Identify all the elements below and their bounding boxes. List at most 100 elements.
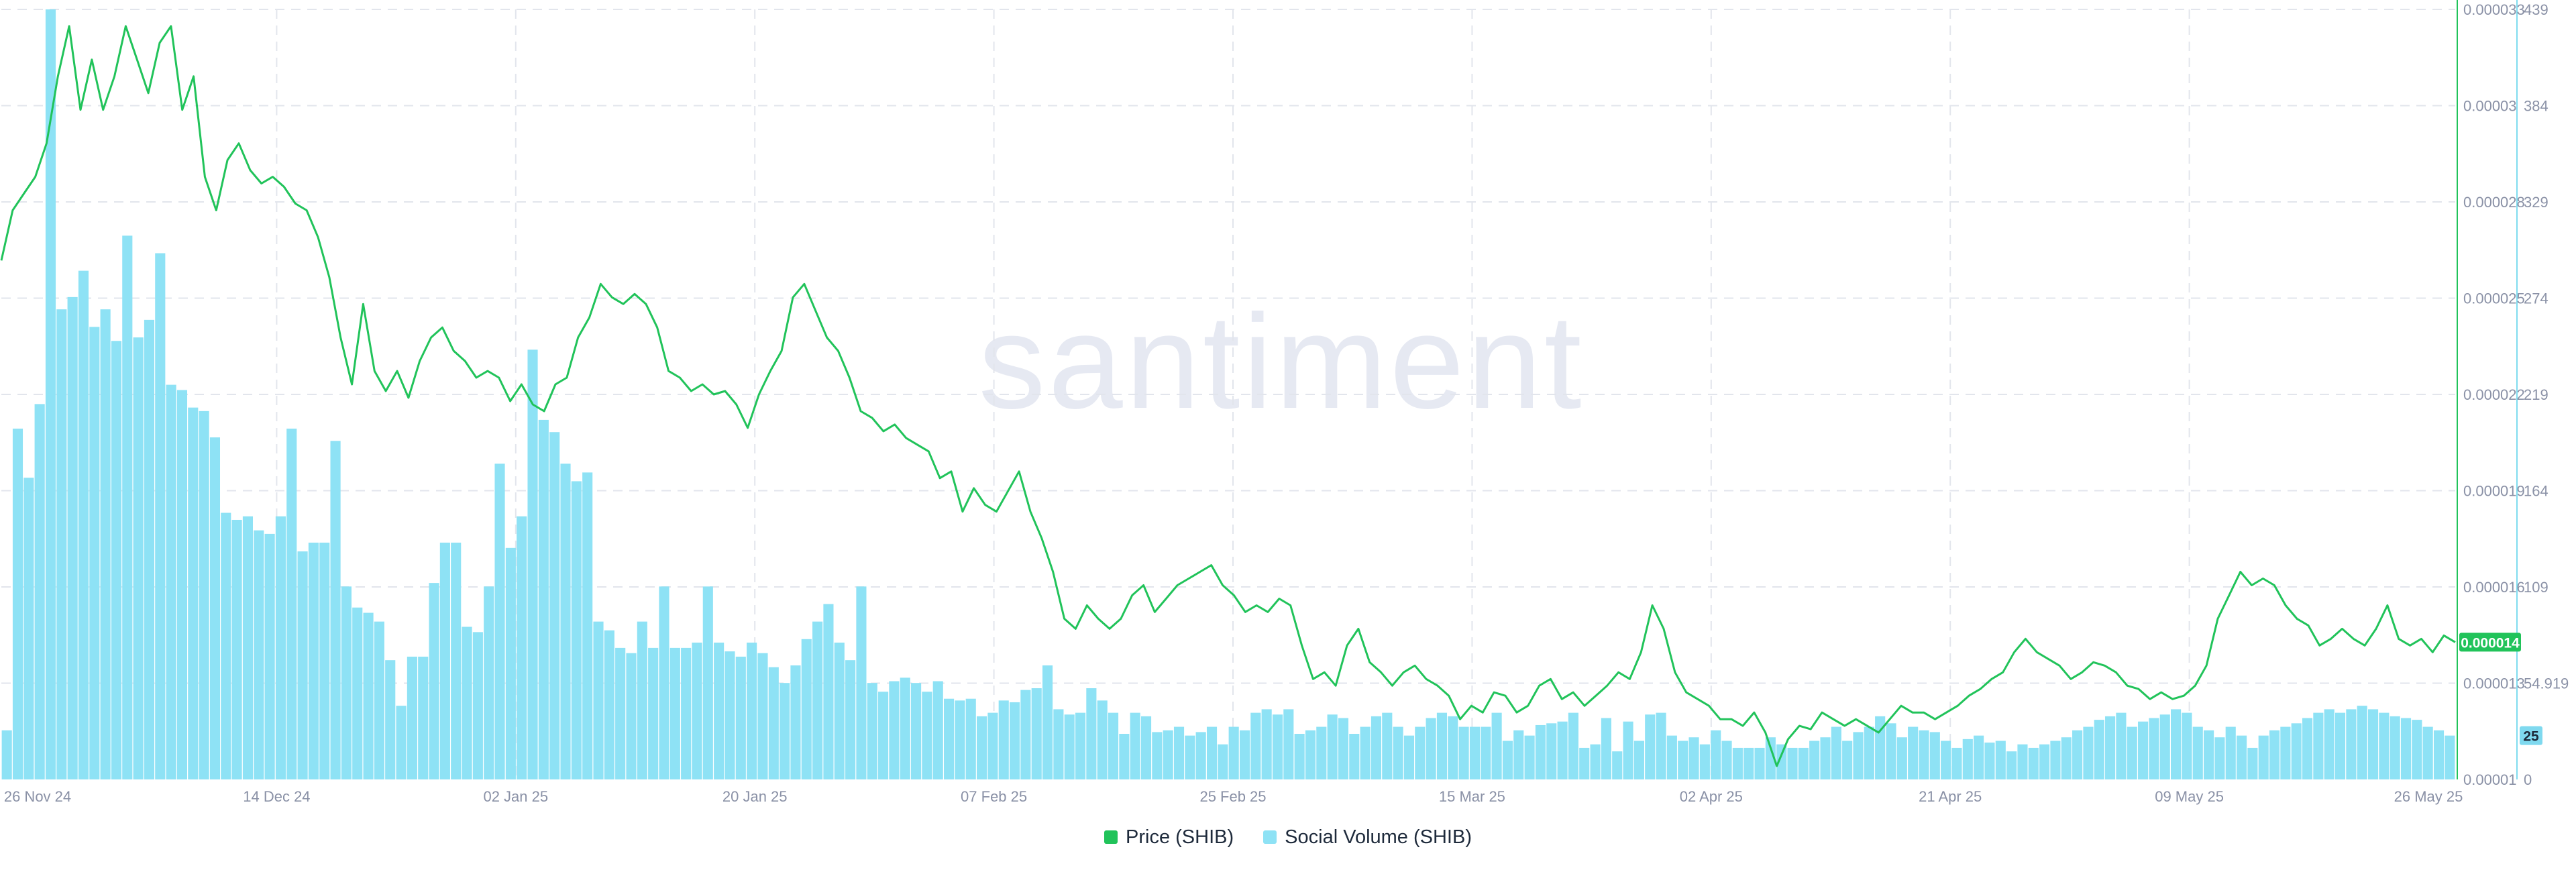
volume-tick-label: 164 bbox=[2524, 483, 2548, 500]
social-volume-bar bbox=[385, 660, 396, 779]
social-volume-bar bbox=[122, 235, 133, 779]
social-volume-bar bbox=[23, 478, 34, 779]
social-volume-bar bbox=[626, 653, 637, 779]
social-volume-bar bbox=[1743, 747, 1754, 779]
price-tick-label: 0.00001 bbox=[2463, 771, 2517, 788]
social-volume-bar bbox=[1338, 718, 1349, 779]
social-volume-bar bbox=[1195, 732, 1206, 779]
social-volume-bar bbox=[593, 621, 604, 779]
social-volume-bar bbox=[1382, 712, 1393, 779]
social-volume-bar bbox=[2094, 720, 2104, 779]
legend-item-social-volume[interactable]: Social Volume (SHIB) bbox=[1263, 826, 1472, 849]
social-volume-bar bbox=[681, 647, 692, 779]
social-volume-bar bbox=[1995, 741, 2006, 779]
social-volume-bar bbox=[571, 481, 582, 779]
price-tick-label: 0.000022 bbox=[2463, 386, 2525, 403]
social-volume-bar bbox=[2422, 726, 2433, 779]
social-volume-bar bbox=[637, 621, 647, 779]
social-volume-bar bbox=[505, 547, 516, 779]
social-volume-bar bbox=[1250, 712, 1261, 779]
social-volume-bar bbox=[2039, 744, 2050, 779]
social-volume-bar bbox=[133, 337, 144, 780]
social-volume-bar bbox=[780, 683, 790, 779]
social-volume-bar bbox=[900, 677, 910, 779]
legend-label-social-volume: Social Volume (SHIB) bbox=[1285, 826, 1472, 848]
social-volume-bar bbox=[1962, 739, 1973, 779]
social-volume-bar bbox=[1481, 726, 1491, 779]
social-volume-bar bbox=[801, 639, 812, 779]
social-volume-bar bbox=[1108, 712, 1119, 779]
social-volume-bar bbox=[297, 551, 308, 779]
social-volume-bar bbox=[319, 542, 330, 779]
social-volume-bar bbox=[1645, 714, 1656, 779]
social-volume-bar bbox=[176, 390, 188, 779]
social-volume-bar bbox=[2072, 730, 2083, 779]
social-volume-bar bbox=[1765, 737, 1776, 779]
volume-tick-label: 0 bbox=[2524, 771, 2532, 788]
volume-tick-label: 109 bbox=[2524, 579, 2548, 596]
social-volume-bar bbox=[812, 621, 823, 779]
social-volume-bar bbox=[1754, 747, 1765, 779]
social-volume-bar bbox=[308, 542, 319, 779]
social-volume-bar bbox=[856, 586, 867, 779]
price-tick-label: 0.000013 bbox=[2463, 675, 2525, 692]
social-volume-bar bbox=[188, 407, 199, 779]
social-volume-bar bbox=[2357, 706, 2367, 779]
social-volume-bar bbox=[2214, 737, 2225, 779]
social-volume-bar bbox=[944, 698, 955, 779]
social-volume-bar bbox=[2269, 730, 2280, 779]
social-volume-bar bbox=[615, 647, 626, 779]
social-volume-bar bbox=[735, 656, 746, 779]
social-volume-bar bbox=[144, 319, 155, 779]
social-volume-bar bbox=[231, 519, 242, 779]
social-volume-bar bbox=[1864, 726, 1874, 779]
social-volume-bar bbox=[1261, 709, 1272, 779]
legend-item-price[interactable]: Price (SHIB) bbox=[1104, 826, 1234, 849]
current-price-label: 0.000014 bbox=[2461, 635, 2520, 651]
social-volume-bar bbox=[747, 643, 757, 779]
social-volume-bar bbox=[2050, 741, 2061, 779]
social-volume-bar bbox=[352, 607, 363, 779]
social-volume-bar bbox=[1097, 700, 1108, 779]
volume-tick-label: 384 bbox=[2524, 98, 2548, 115]
social-volume-bar bbox=[2291, 723, 2302, 779]
social-volume-bar bbox=[1, 730, 12, 779]
social-volume-bar bbox=[1787, 747, 1798, 779]
price-tick-label: 0.00003 bbox=[2463, 98, 2517, 115]
social-volume-bar bbox=[2006, 751, 2017, 779]
social-volume-bar bbox=[998, 700, 1009, 779]
social-volume-bar bbox=[692, 643, 702, 779]
social-volume-bar bbox=[1239, 730, 1250, 779]
social-volume-bar bbox=[1557, 721, 1568, 779]
social-volume-bar bbox=[648, 647, 659, 779]
social-volume-bar bbox=[2192, 726, 2203, 779]
social-volume-bars bbox=[1, 9, 2455, 780]
social-volume-bar bbox=[1163, 730, 1173, 779]
social-volume-bar bbox=[1535, 724, 1546, 779]
legend: Price (SHIB) Social Volume (SHIB) bbox=[0, 824, 2576, 851]
social-volume-bar bbox=[2159, 714, 2170, 779]
social-volume-bar bbox=[1371, 716, 1382, 779]
social-volume-bar bbox=[768, 667, 779, 779]
social-volume-bar bbox=[604, 630, 614, 779]
social-volume-bar bbox=[911, 683, 922, 779]
legend-label-price: Price (SHIB) bbox=[1126, 826, 1234, 848]
social-volume-bar bbox=[2379, 712, 2390, 779]
current-volume-badge bbox=[2520, 726, 2542, 745]
price-tick-label: 0.000025 bbox=[2463, 290, 2525, 307]
social-volume-bar bbox=[1031, 688, 1042, 779]
social-volume-bar bbox=[56, 309, 67, 779]
social-volume-bar bbox=[1218, 744, 1228, 779]
social-volume-bar bbox=[439, 542, 450, 779]
x-tick-label: 15 Mar 25 bbox=[1439, 788, 1505, 805]
social-volume-bar bbox=[2258, 735, 2269, 779]
social-volume-bar bbox=[714, 643, 724, 779]
social-volume-bar bbox=[1809, 741, 1820, 779]
social-volume-bar bbox=[1426, 718, 1436, 779]
social-volume-bar bbox=[1349, 734, 1360, 779]
social-volume-bar bbox=[1919, 730, 1929, 779]
social-volume-bar bbox=[1656, 712, 1666, 779]
social-volume-bar bbox=[2324, 709, 2334, 779]
social-volume-bar bbox=[1513, 730, 1524, 779]
